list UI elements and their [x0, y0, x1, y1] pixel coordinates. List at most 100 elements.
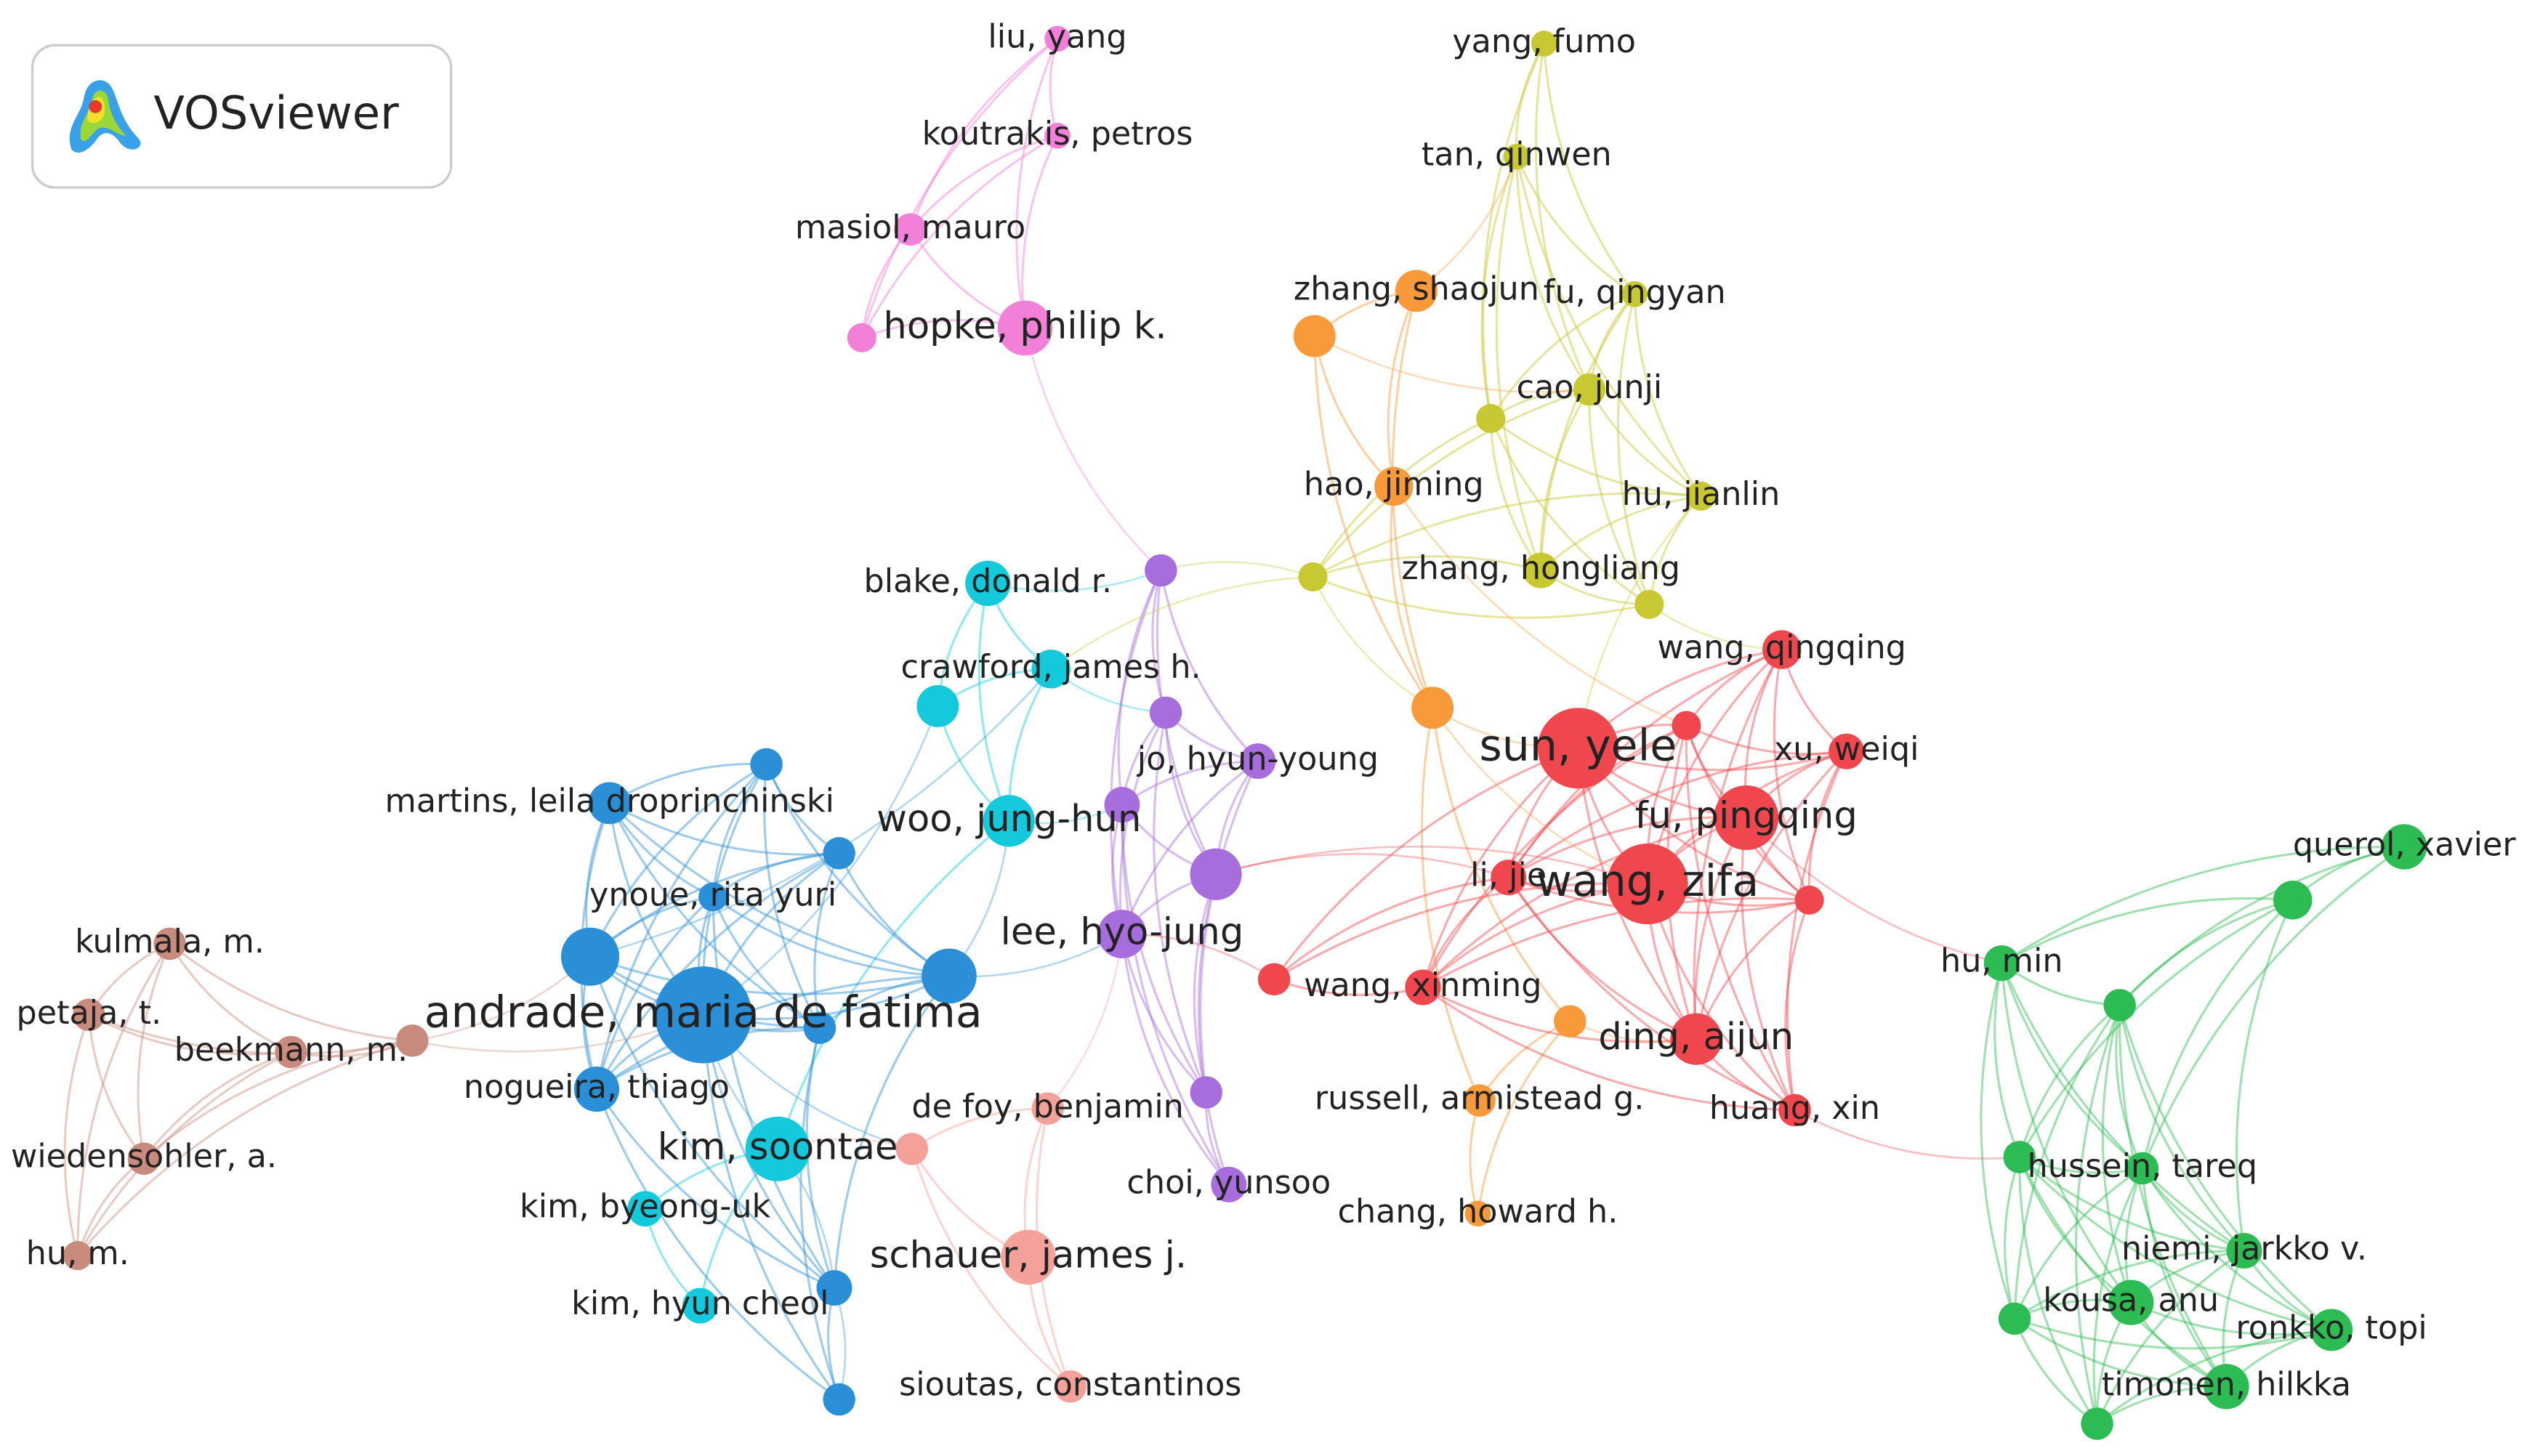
edge [76, 1039, 413, 1257]
node-label: xu, weiqi [1774, 731, 1919, 768]
edge [1786, 751, 1848, 1111]
edge [1507, 648, 1783, 878]
edge [2014, 1317, 2227, 1388]
edge [1588, 389, 1650, 605]
node [2108, 1279, 2154, 1325]
edge [589, 763, 767, 958]
edge [2118, 1005, 2246, 1252]
edge [1685, 724, 1847, 756]
edge [2235, 899, 2294, 1251]
edge [595, 763, 767, 1090]
node [682, 1287, 718, 1324]
edge [2000, 963, 2132, 1303]
edge [2096, 1328, 2332, 1425]
edge [76, 943, 171, 1256]
edge [1121, 804, 1207, 1093]
edge [1047, 934, 1124, 1109]
node-label: li, jie [1470, 857, 1547, 894]
edge [1515, 156, 1636, 296]
node-label: kousa, anu [2043, 1282, 2219, 1319]
node-label: kim, byeong-uk [520, 1189, 770, 1226]
edge [2141, 846, 2406, 1169]
node [1298, 562, 1328, 592]
node [916, 685, 959, 727]
node-label: niemi, jarkko v. [2121, 1231, 2367, 1268]
edge [1422, 986, 1795, 1112]
edge [977, 583, 1010, 822]
node-label: fu, pingqing [1635, 794, 1858, 837]
edge [909, 134, 1058, 230]
edge [88, 1014, 291, 1056]
node [1411, 687, 1454, 729]
node-label: jo, hyun-young [1137, 741, 1379, 778]
node [1686, 481, 1716, 511]
node [2273, 881, 2313, 920]
node-label: masiol, mauro [795, 209, 1025, 246]
node [627, 1191, 664, 1227]
node [1491, 860, 1527, 896]
node-label: martins, leila droprinchinski [385, 782, 834, 820]
node [1621, 281, 1648, 307]
node [965, 560, 1011, 607]
edge [589, 956, 835, 1289]
node [1607, 844, 1688, 925]
node [1190, 848, 1242, 900]
edge [1515, 156, 1591, 390]
node [127, 1142, 161, 1175]
node-label: petaja, t. [16, 995, 161, 1032]
edge [1215, 852, 1509, 879]
node [560, 927, 620, 986]
edge [608, 802, 839, 856]
node [895, 1133, 929, 1165]
edge [87, 1014, 145, 1160]
edge [1540, 495, 1701, 572]
node [894, 213, 927, 246]
edge [1273, 978, 1424, 996]
edge [1807, 751, 1848, 900]
node-label: ronkko, topi [2235, 1310, 2427, 1347]
edge [1980, 963, 2016, 1319]
node [2126, 1152, 2159, 1185]
node [153, 927, 186, 960]
node [1145, 554, 1177, 587]
edge [2004, 1157, 2021, 1319]
edge [1215, 845, 1648, 885]
node [1523, 552, 1559, 589]
node [1998, 1302, 2031, 1335]
edge [2092, 1168, 2144, 1424]
edge [142, 1051, 291, 1160]
edge [1273, 882, 1648, 981]
nodes [63, 25, 2427, 1440]
edge [595, 1088, 840, 1401]
node-label: cao, junji [1517, 369, 1663, 406]
edge [1313, 555, 1541, 578]
edge [765, 764, 950, 977]
node [1829, 733, 1865, 769]
edge [2101, 1005, 2132, 1303]
node-label: woo, jung-hun [876, 798, 1141, 841]
edge [596, 974, 949, 1091]
edge [1476, 1020, 1571, 1214]
edge [1422, 897, 1810, 989]
node [1405, 969, 1441, 1006]
node-label: lee, hyo-jung [1001, 911, 1244, 954]
edge [2001, 897, 2293, 964]
edge [2118, 899, 2294, 1006]
node [396, 1024, 429, 1057]
node [1537, 708, 1619, 789]
edge [1422, 816, 1747, 989]
logo-icon [69, 80, 141, 153]
labels: liu, yang koutrakis, petros masiol, mauro h… [11, 18, 2516, 1403]
node [1476, 404, 1506, 434]
edge [702, 705, 939, 1016]
edge [1312, 575, 1650, 619]
edge [1993, 963, 2021, 1158]
edge [860, 134, 1058, 339]
edge [1199, 760, 1259, 1093]
node [816, 1270, 852, 1306]
node [1054, 1370, 1087, 1403]
node-label: koutrakis, petros [922, 116, 1193, 153]
edge [1633, 294, 1702, 497]
edge [1685, 725, 1796, 1111]
